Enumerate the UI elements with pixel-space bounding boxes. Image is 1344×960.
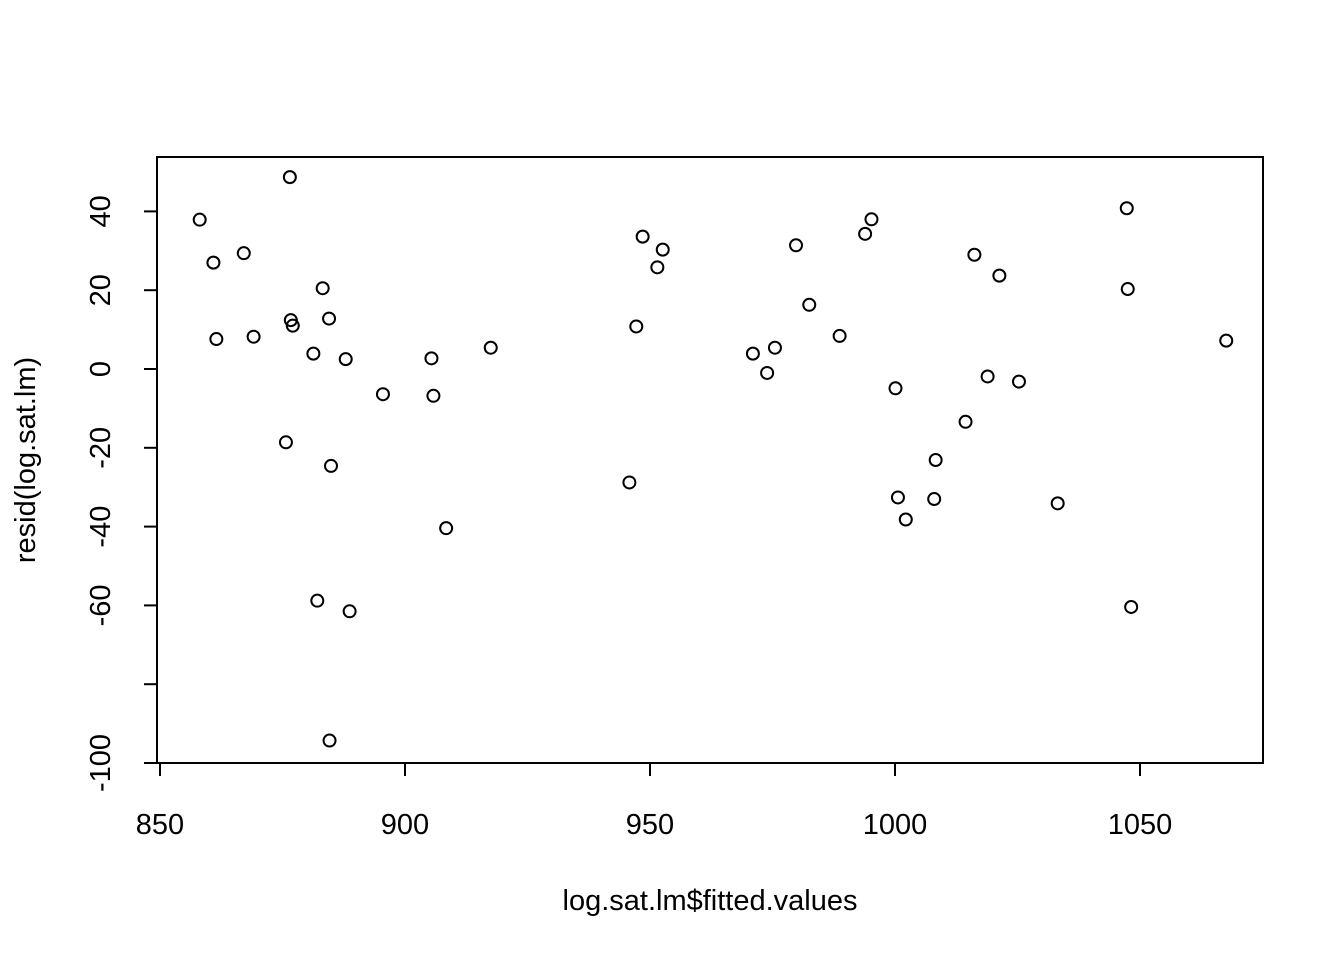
data-point — [1124, 599, 1139, 614]
plot-frame — [156, 156, 1264, 764]
data-point — [622, 475, 637, 490]
data-point — [864, 212, 879, 227]
y-axis-label: resid(log.sat.lm) — [10, 357, 42, 563]
y-axis-ticks: -100 -60 -40 -20 0 20 40 — [85, 195, 157, 792]
data-point — [324, 458, 339, 473]
x-tick-label: 900 — [381, 809, 429, 841]
x-tick-label: 850 — [136, 809, 184, 841]
data-point — [888, 381, 903, 396]
x-tick-label: 1000 — [863, 809, 928, 841]
data-point — [282, 170, 297, 185]
data-point — [928, 453, 943, 468]
data-point — [927, 492, 942, 507]
data-point — [767, 340, 782, 355]
data-points — [192, 170, 1234, 748]
data-point — [206, 255, 221, 270]
data-point — [315, 281, 330, 296]
y-tick-label: -60 — [85, 584, 117, 626]
data-point — [802, 297, 817, 312]
data-point — [322, 733, 337, 748]
data-point — [310, 593, 325, 608]
data-point — [898, 512, 913, 527]
data-point — [629, 319, 644, 334]
data-point — [890, 490, 905, 505]
data-point — [760, 365, 775, 380]
data-point — [424, 351, 439, 366]
y-tick-label: 20 — [85, 274, 117, 306]
y-tick-label: -40 — [85, 506, 117, 548]
data-point — [192, 212, 207, 227]
data-point — [1120, 282, 1135, 297]
data-point — [278, 435, 293, 450]
data-point — [1011, 374, 1026, 389]
x-axis-ticks: 850 900 950 1000 1050 — [136, 763, 1172, 841]
data-point — [745, 346, 760, 361]
data-point — [426, 388, 441, 403]
y-tick-label: -100 — [85, 734, 117, 792]
data-point — [1219, 333, 1234, 348]
x-tick-label: 1050 — [1108, 809, 1173, 841]
x-tick-label: 950 — [626, 809, 674, 841]
data-point — [858, 226, 873, 241]
data-point — [1050, 496, 1065, 511]
data-point — [832, 328, 847, 343]
data-point — [483, 340, 498, 355]
data-point — [650, 260, 665, 275]
data-point — [789, 238, 804, 253]
data-point — [992, 268, 1007, 283]
data-point — [980, 369, 995, 384]
data-point — [655, 242, 670, 257]
data-point — [635, 229, 650, 244]
data-point — [439, 521, 454, 536]
data-point — [342, 604, 357, 619]
data-point — [338, 352, 353, 367]
data-point — [209, 332, 224, 347]
y-tick-label: -20 — [85, 427, 117, 469]
y-tick-label: 0 — [85, 361, 117, 377]
data-point — [958, 414, 973, 429]
data-point — [306, 346, 321, 361]
data-point — [236, 246, 251, 261]
data-point — [1119, 201, 1134, 216]
y-tick-label: 40 — [85, 195, 117, 227]
data-point — [375, 387, 390, 402]
data-point — [322, 311, 337, 326]
data-point — [285, 318, 300, 333]
data-point — [246, 329, 261, 344]
x-axis-label: log.sat.lm$fitted.values — [563, 885, 858, 917]
data-point — [967, 247, 982, 262]
